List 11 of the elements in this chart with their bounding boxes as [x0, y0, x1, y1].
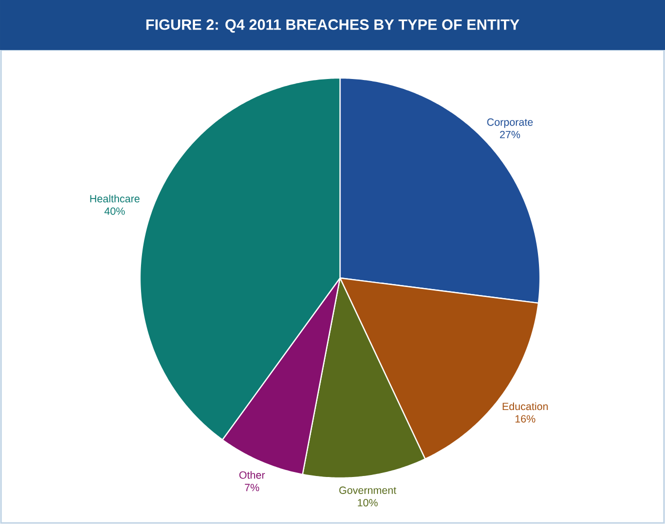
slice-label: Corporate: [487, 118, 533, 128]
data-label: 40%: [104, 208, 125, 215]
slice-label: Other: [239, 471, 265, 479]
data-label: 7%: [244, 484, 260, 492]
slice-label: Education: [502, 402, 548, 410]
data-label: 27%: [500, 131, 520, 138]
data-label: 10%: [358, 499, 378, 507]
slice-label: Government: [339, 486, 396, 494]
slice-label: Healthcare: [90, 194, 140, 203]
data-label: 16%: [515, 415, 536, 423]
chart-title: FIGURE 2: Q4 2011 BREACHES BY TYPE OF ENTITY: [146, 19, 520, 33]
